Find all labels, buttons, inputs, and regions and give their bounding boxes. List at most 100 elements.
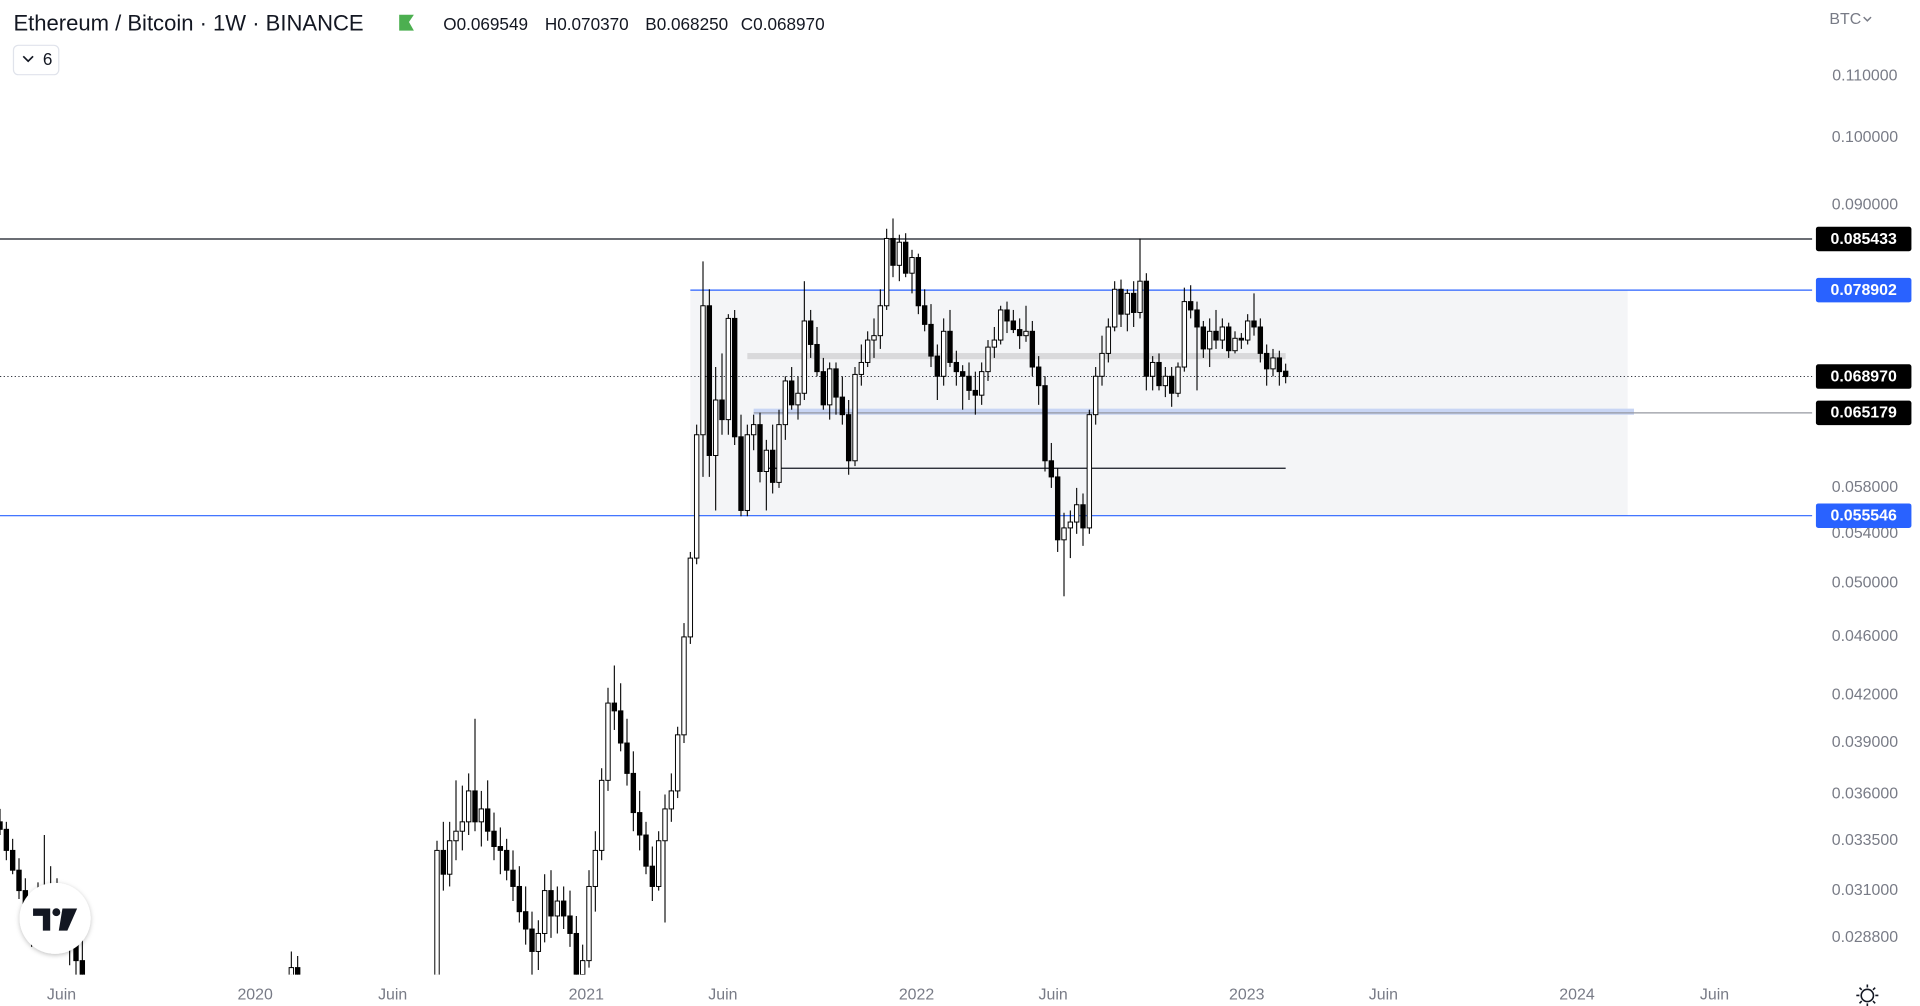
candle-body	[687, 557, 694, 638]
y-tick-label: 0.036000	[1832, 786, 1898, 803]
x-tick-label: 2022	[899, 987, 935, 1004]
settings-core	[1860, 988, 1875, 1003]
tradingview-logo[interactable]	[19, 882, 91, 954]
candle-body	[649, 865, 656, 887]
candle-body	[1061, 527, 1067, 541]
candle-body	[1073, 504, 1080, 523]
candle-body	[1251, 320, 1257, 328]
ohlc-value: B0.068250	[645, 14, 728, 34]
candle-body	[529, 928, 535, 952]
candle-body	[1181, 301, 1188, 368]
indicators-toggle[interactable]	[12, 44, 60, 76]
candle-body	[1137, 280, 1143, 313]
candle-body	[1016, 329, 1023, 337]
candle-body	[674, 734, 681, 792]
candle-body	[877, 305, 884, 337]
x-tick-label: 2023	[1229, 987, 1265, 1004]
candle-body	[1206, 330, 1213, 350]
candle-body	[1124, 292, 1131, 315]
candle-body	[1270, 357, 1276, 370]
x-tick-label: Juin	[1039, 987, 1068, 1004]
candle-body	[750, 424, 757, 436]
candle-body	[738, 436, 744, 511]
candle-body	[522, 911, 529, 930]
candle-body	[472, 790, 478, 823]
y-tick-label: 0.090000	[1832, 197, 1898, 214]
x-tick-label: Juin	[47, 987, 76, 1004]
candle-body	[997, 309, 1004, 341]
flag-icon[interactable]	[399, 14, 414, 31]
y-tick-label: 0.054000	[1832, 525, 1898, 542]
candle-body	[788, 380, 795, 406]
candle-body	[643, 834, 649, 867]
candle-body	[1175, 366, 1181, 394]
settings-icon[interactable]	[1856, 984, 1879, 1006]
candle-body	[655, 840, 662, 887]
price-label-box	[1815, 226, 1912, 252]
candle-body	[0, 821, 3, 830]
candle-body	[845, 414, 852, 462]
candle-body	[757, 424, 763, 472]
candle-body	[598, 779, 605, 851]
y-tick-label: 0.031000	[1832, 882, 1898, 899]
candle-body	[560, 900, 567, 917]
logo-circle	[19, 882, 91, 954]
candle-body	[782, 380, 789, 426]
candle-body	[1023, 330, 1029, 337]
candle-body	[478, 808, 485, 823]
candle-body	[510, 869, 516, 887]
price-label: 0.065179	[1831, 405, 1897, 422]
candle-body	[617, 710, 624, 744]
x-tick-label: 2024	[1559, 987, 1595, 1004]
candle-body	[16, 869, 22, 892]
x-tick-label: Juin	[378, 987, 407, 1004]
candle-body	[700, 305, 706, 436]
candle-body	[1149, 361, 1156, 377]
candle-body	[801, 320, 808, 394]
candle-body	[516, 885, 523, 913]
candle-body	[744, 434, 751, 511]
candle-body	[1276, 357, 1283, 373]
candle-body	[972, 389, 979, 396]
candle-body	[1162, 375, 1169, 387]
ohlc-value: H0.070370	[545, 14, 629, 34]
candle-body	[890, 237, 896, 266]
candle-body	[896, 241, 903, 266]
ohlc-value: C0.068970	[741, 14, 825, 34]
candle-body	[693, 434, 700, 559]
candle-body	[985, 346, 991, 373]
candle-body	[491, 830, 497, 848]
candle-body	[763, 449, 770, 472]
candle-body	[3, 828, 10, 851]
candle-body	[1244, 320, 1251, 341]
candle-body	[1156, 361, 1162, 387]
candle-body	[966, 375, 972, 391]
candle-body	[548, 890, 554, 917]
y-tick-label: 0.110000	[1832, 68, 1897, 85]
candle-body	[909, 257, 915, 274]
candle-body	[1086, 414, 1093, 529]
currency[interactable]: BTC	[1829, 11, 1861, 28]
x-tick-label: Juin	[1700, 987, 1729, 1004]
drawings	[0, 238, 1813, 517]
candle-body	[883, 237, 890, 307]
candle-body	[833, 368, 839, 398]
candle-body	[1257, 326, 1264, 354]
candle-body	[294, 967, 301, 975]
candle-body	[554, 900, 561, 917]
chevron-icon	[22, 55, 34, 63]
x-tick-label: 2021	[569, 987, 605, 1004]
candle-body	[453, 830, 459, 842]
zone-rectangle	[690, 290, 1628, 516]
symbol-title[interactable]: Ethereum / Bitcoin · 1W · BINANCE	[13, 10, 363, 35]
indicator-count: 6	[43, 49, 53, 69]
x-tick-label: 2020	[237, 987, 273, 1004]
candle-body	[1105, 326, 1112, 354]
logo-dot	[52, 908, 61, 917]
settings-rays	[1856, 984, 1879, 1006]
candle-body	[586, 885, 592, 962]
price-label: 0.085433	[1831, 231, 1897, 248]
candle-body	[1035, 366, 1042, 387]
candle-body	[1080, 504, 1086, 529]
candle-body	[497, 846, 504, 851]
